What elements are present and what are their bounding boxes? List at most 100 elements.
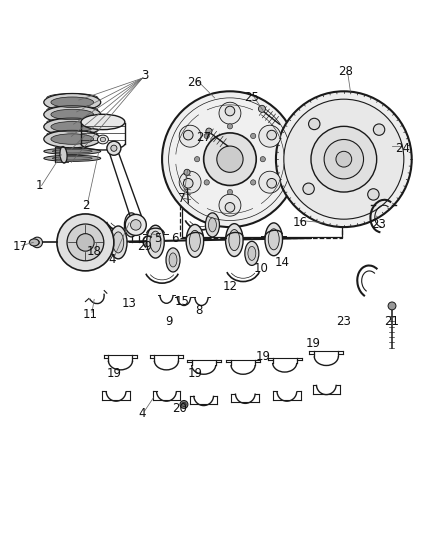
Circle shape (251, 180, 256, 185)
Circle shape (180, 400, 188, 408)
Ellipse shape (44, 148, 101, 155)
Text: 19: 19 (306, 337, 321, 350)
Circle shape (225, 106, 235, 116)
Circle shape (303, 183, 314, 195)
Circle shape (267, 130, 276, 140)
Circle shape (219, 102, 241, 124)
Circle shape (309, 118, 320, 130)
Circle shape (194, 157, 200, 162)
Circle shape (217, 146, 243, 172)
Text: 2: 2 (81, 199, 89, 212)
Ellipse shape (147, 225, 164, 258)
Text: 26: 26 (187, 76, 202, 89)
Text: 20: 20 (172, 402, 187, 415)
Circle shape (259, 171, 281, 193)
Text: 11: 11 (82, 308, 97, 321)
Ellipse shape (110, 226, 127, 259)
Ellipse shape (29, 239, 39, 246)
Circle shape (276, 91, 412, 227)
Circle shape (388, 302, 396, 310)
Circle shape (267, 179, 276, 188)
Circle shape (35, 240, 39, 245)
Circle shape (219, 194, 241, 216)
Ellipse shape (51, 109, 94, 120)
Circle shape (184, 130, 193, 140)
Circle shape (324, 140, 364, 179)
Text: 12: 12 (223, 280, 237, 293)
Bar (180, 155, 342, 238)
Ellipse shape (189, 230, 200, 252)
Circle shape (179, 171, 201, 193)
Circle shape (67, 224, 104, 261)
Circle shape (227, 124, 233, 129)
Text: 5: 5 (154, 231, 161, 245)
Text: 28: 28 (339, 65, 353, 78)
Ellipse shape (44, 93, 101, 111)
Ellipse shape (53, 150, 92, 153)
Ellipse shape (53, 157, 92, 160)
Text: 4: 4 (138, 407, 146, 419)
Circle shape (131, 220, 141, 230)
Text: 6: 6 (171, 231, 179, 245)
Ellipse shape (113, 232, 124, 253)
Text: 13: 13 (122, 297, 137, 310)
Text: 8: 8 (196, 304, 203, 317)
Ellipse shape (229, 230, 240, 251)
Text: 17: 17 (12, 240, 27, 253)
Text: 24: 24 (396, 142, 410, 155)
Circle shape (204, 133, 256, 185)
Ellipse shape (226, 224, 243, 256)
Circle shape (259, 125, 281, 147)
Ellipse shape (124, 213, 138, 237)
Ellipse shape (44, 106, 101, 123)
Circle shape (77, 233, 94, 251)
Circle shape (179, 125, 201, 147)
Text: 7: 7 (178, 192, 186, 205)
Circle shape (182, 402, 186, 407)
Ellipse shape (51, 97, 94, 108)
Circle shape (284, 99, 404, 219)
Circle shape (225, 203, 235, 212)
Circle shape (367, 189, 379, 200)
Text: 4: 4 (108, 253, 116, 266)
Circle shape (373, 124, 385, 135)
Ellipse shape (51, 122, 94, 132)
Text: 16: 16 (293, 216, 307, 229)
Text: 21: 21 (385, 315, 399, 328)
Text: 19: 19 (187, 367, 202, 381)
Ellipse shape (245, 241, 259, 265)
Ellipse shape (127, 218, 135, 232)
Text: 3: 3 (141, 69, 148, 83)
Ellipse shape (100, 138, 106, 142)
Circle shape (184, 169, 190, 175)
Ellipse shape (268, 229, 279, 250)
Circle shape (184, 179, 193, 188)
Circle shape (125, 214, 146, 236)
Ellipse shape (60, 147, 67, 163)
Circle shape (32, 237, 42, 248)
Ellipse shape (150, 231, 161, 252)
Ellipse shape (44, 130, 101, 148)
Text: 14: 14 (275, 256, 290, 269)
Ellipse shape (205, 213, 219, 237)
Circle shape (336, 151, 352, 167)
Text: 23: 23 (336, 315, 351, 328)
Circle shape (311, 126, 377, 192)
Circle shape (204, 180, 209, 185)
Text: 29: 29 (137, 240, 152, 253)
Ellipse shape (51, 134, 94, 144)
Text: 23: 23 (371, 219, 386, 231)
Text: 9: 9 (165, 315, 173, 328)
Circle shape (206, 128, 212, 134)
Text: 18: 18 (87, 245, 102, 257)
Circle shape (107, 141, 121, 155)
Ellipse shape (44, 155, 101, 161)
Circle shape (251, 133, 256, 139)
Text: 10: 10 (253, 262, 268, 275)
Text: 15: 15 (174, 295, 189, 308)
Ellipse shape (169, 253, 177, 267)
Circle shape (204, 133, 209, 139)
Ellipse shape (265, 223, 283, 256)
Ellipse shape (44, 118, 101, 135)
Circle shape (57, 214, 114, 271)
